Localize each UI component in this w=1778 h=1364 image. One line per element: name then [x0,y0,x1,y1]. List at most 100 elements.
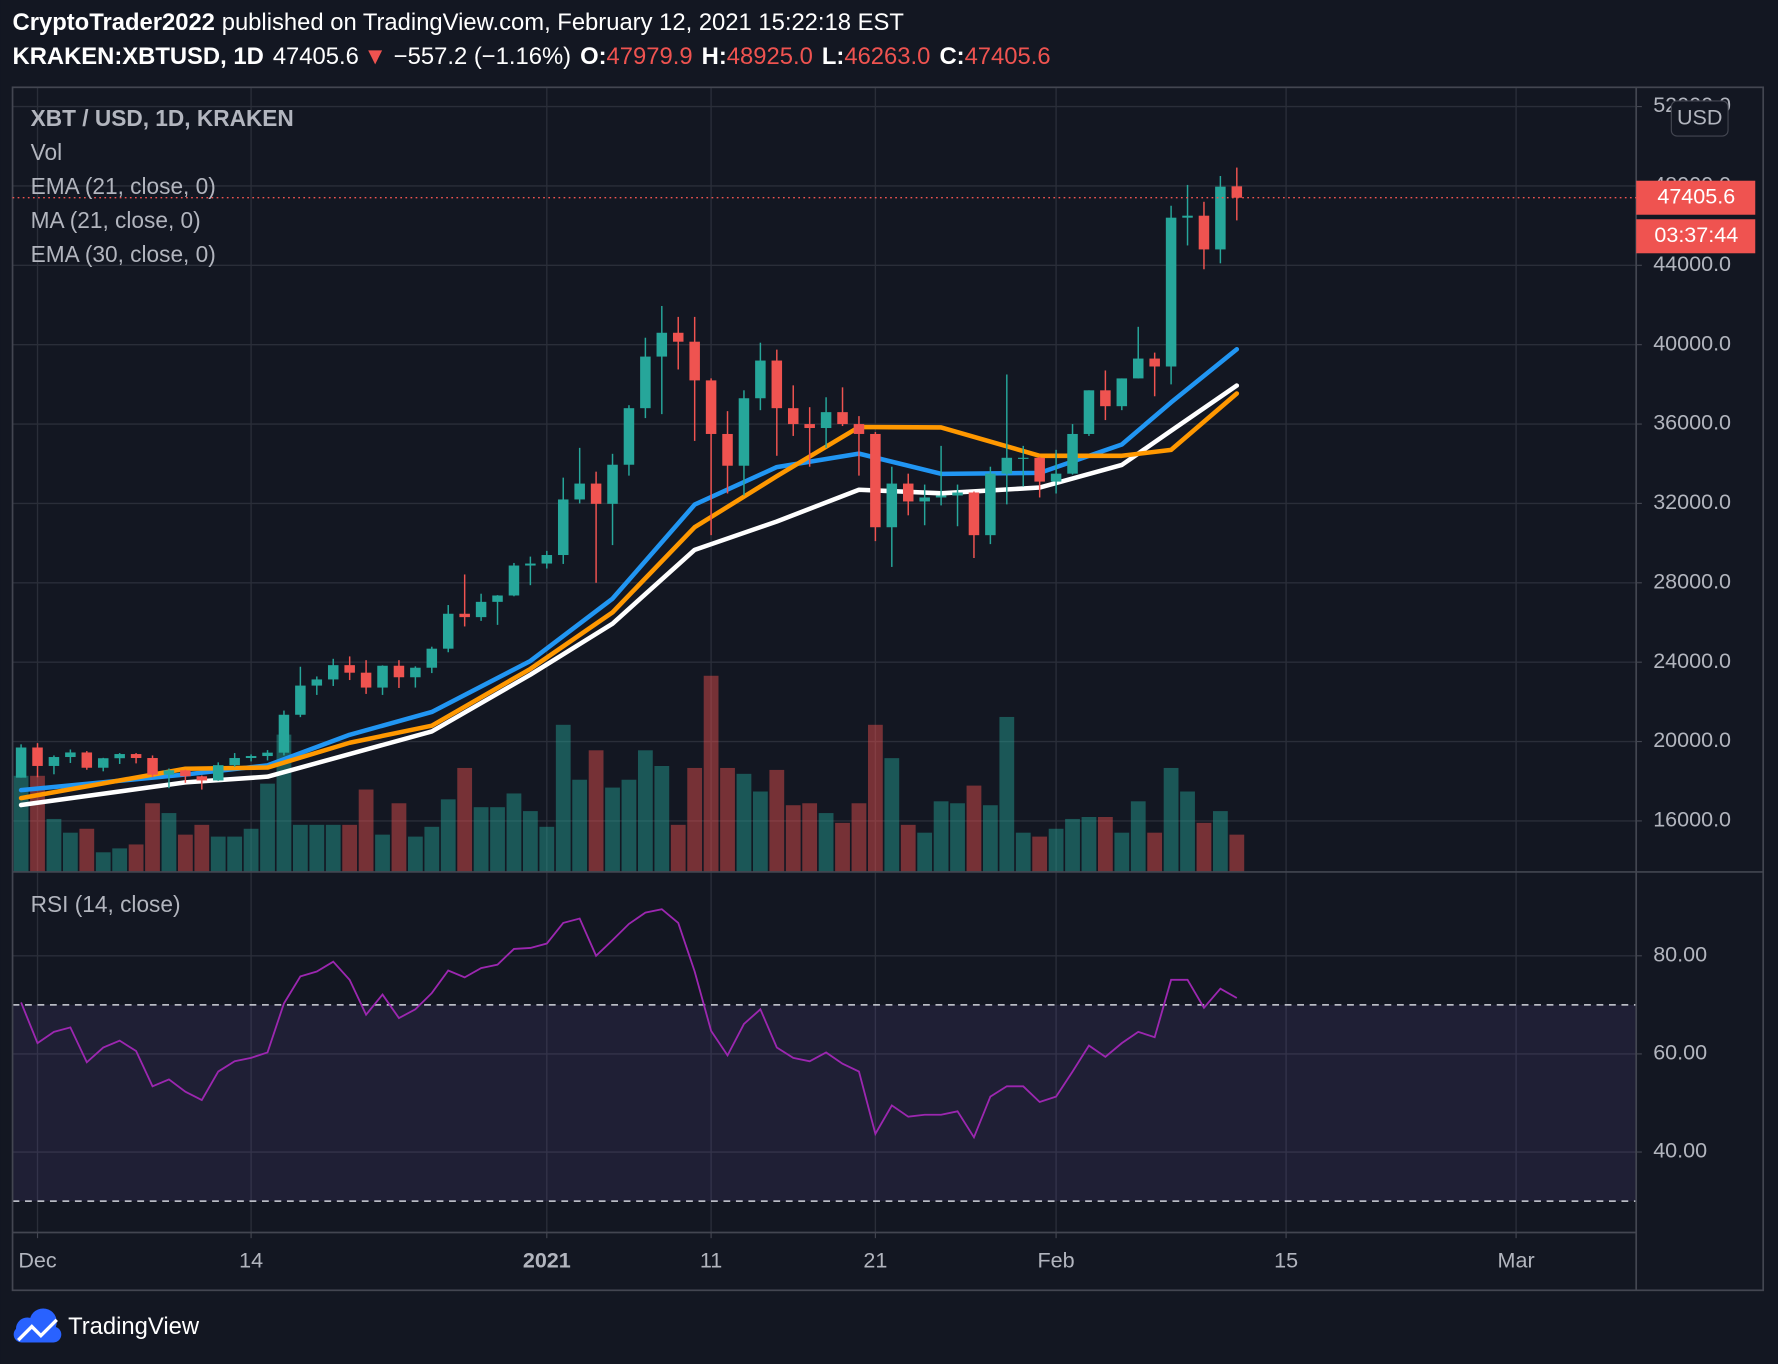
candle-body [130,754,142,759]
countdown-label: 03:37:44 [1654,223,1738,247]
volume-bar [506,793,522,872]
volume-bar [1180,791,1195,872]
volume-bar [950,803,965,872]
volume-bar [539,826,555,872]
candle-body [755,360,766,399]
candle-body [623,408,635,465]
open-value: 47979.9 [607,43,693,70]
volume-bar [720,767,735,872]
down-arrow: ▼ [363,43,387,70]
volume-bar [358,789,374,872]
y-tick-label: 24000.0 [1653,649,1731,673]
candle-body [837,412,848,425]
volume-bar [522,811,538,872]
candle-body [508,565,520,596]
legend-ma21: MA (21, close, 0) [31,207,201,233]
frame [11,86,1765,1292]
candle-body [1215,186,1226,250]
volume-bar [112,848,128,872]
high-label: H: [702,43,727,70]
candle-body [607,464,618,504]
volume-bar [605,787,620,872]
candle-body [426,648,438,668]
volume [13,675,1245,872]
volume-bar [375,834,390,872]
volume-bar [670,824,686,872]
moving-average-line [18,383,1240,808]
candle-body [1001,457,1013,474]
moving-average-line [18,391,1240,801]
volume-bar [802,803,818,872]
high-value: 48925.0 [727,43,813,70]
candle-body [804,424,815,429]
volume-bar [490,807,505,872]
candle-body [820,412,832,429]
volume-bar [391,803,407,872]
x-tick-label: Feb [1038,1249,1075,1273]
candle-body [196,776,208,781]
volume-bar [13,775,29,872]
y-tick-label: 32000.0 [1653,490,1731,514]
x-tick-label: Mar [1498,1249,1535,1273]
candle-body [360,672,372,688]
y-tick-label: 40000.0 [1653,331,1731,355]
candle-body [1034,457,1045,482]
candle-body [919,497,930,502]
volume-bar [325,824,341,872]
volume-bar [473,807,489,872]
volume-bar [424,826,440,872]
candle-body [525,563,536,566]
legend-volume: Vol [31,139,63,165]
volume-bar [342,824,358,872]
volume-bar [1130,801,1146,872]
indicator-lines [18,346,1240,1140]
rsi-title: RSI (14, close) [31,891,181,917]
volume-bar [982,805,998,872]
footer-brand: TradingView [68,1313,200,1340]
volume-bar [1114,832,1130,872]
candle-body [902,483,914,502]
volume-bar [588,750,604,872]
volume-bar [1081,816,1097,872]
volume-bar [851,803,867,872]
y-tick-label: 20000.0 [1653,728,1731,752]
y-tick-label: 44000.0 [1653,252,1731,276]
candle-body [574,483,585,500]
volume-bar [440,799,456,872]
volume-bar [933,801,949,872]
candle-body [1165,217,1177,367]
last-price-label: 47405.6 [1657,184,1735,208]
low-value: 46263.0 [844,43,930,70]
volume-bar [736,773,752,872]
volume-bar [752,791,768,872]
candle-body [1182,215,1193,218]
volume-bar [30,775,45,872]
volume-bar [210,836,226,872]
candle-body [212,765,224,781]
candle-body [245,756,257,759]
candle-body [771,360,783,409]
y-tick-label: 40.00 [1653,1139,1707,1163]
candle-body [180,770,191,777]
candle-body [393,665,405,678]
volume-bar [1147,832,1163,872]
candles [15,167,1243,790]
volume-bar [818,813,834,872]
volume-bar [79,828,95,872]
candle-body [1149,358,1160,367]
rsi-band-fill [12,1004,1637,1202]
countdown-tag [1636,219,1756,254]
volume-bar [177,834,193,872]
volume-bar [292,824,308,872]
y-tick-label: 28000.0 [1653,569,1731,593]
candle-body [1198,215,1210,250]
candle-body [344,665,355,673]
volume-bar [654,765,670,872]
volume-bar [917,832,933,872]
volume-bar [260,783,275,872]
volume-bar [637,750,653,872]
candle-body [557,499,569,556]
candle-body [442,613,454,649]
volume-bar [1065,818,1080,872]
